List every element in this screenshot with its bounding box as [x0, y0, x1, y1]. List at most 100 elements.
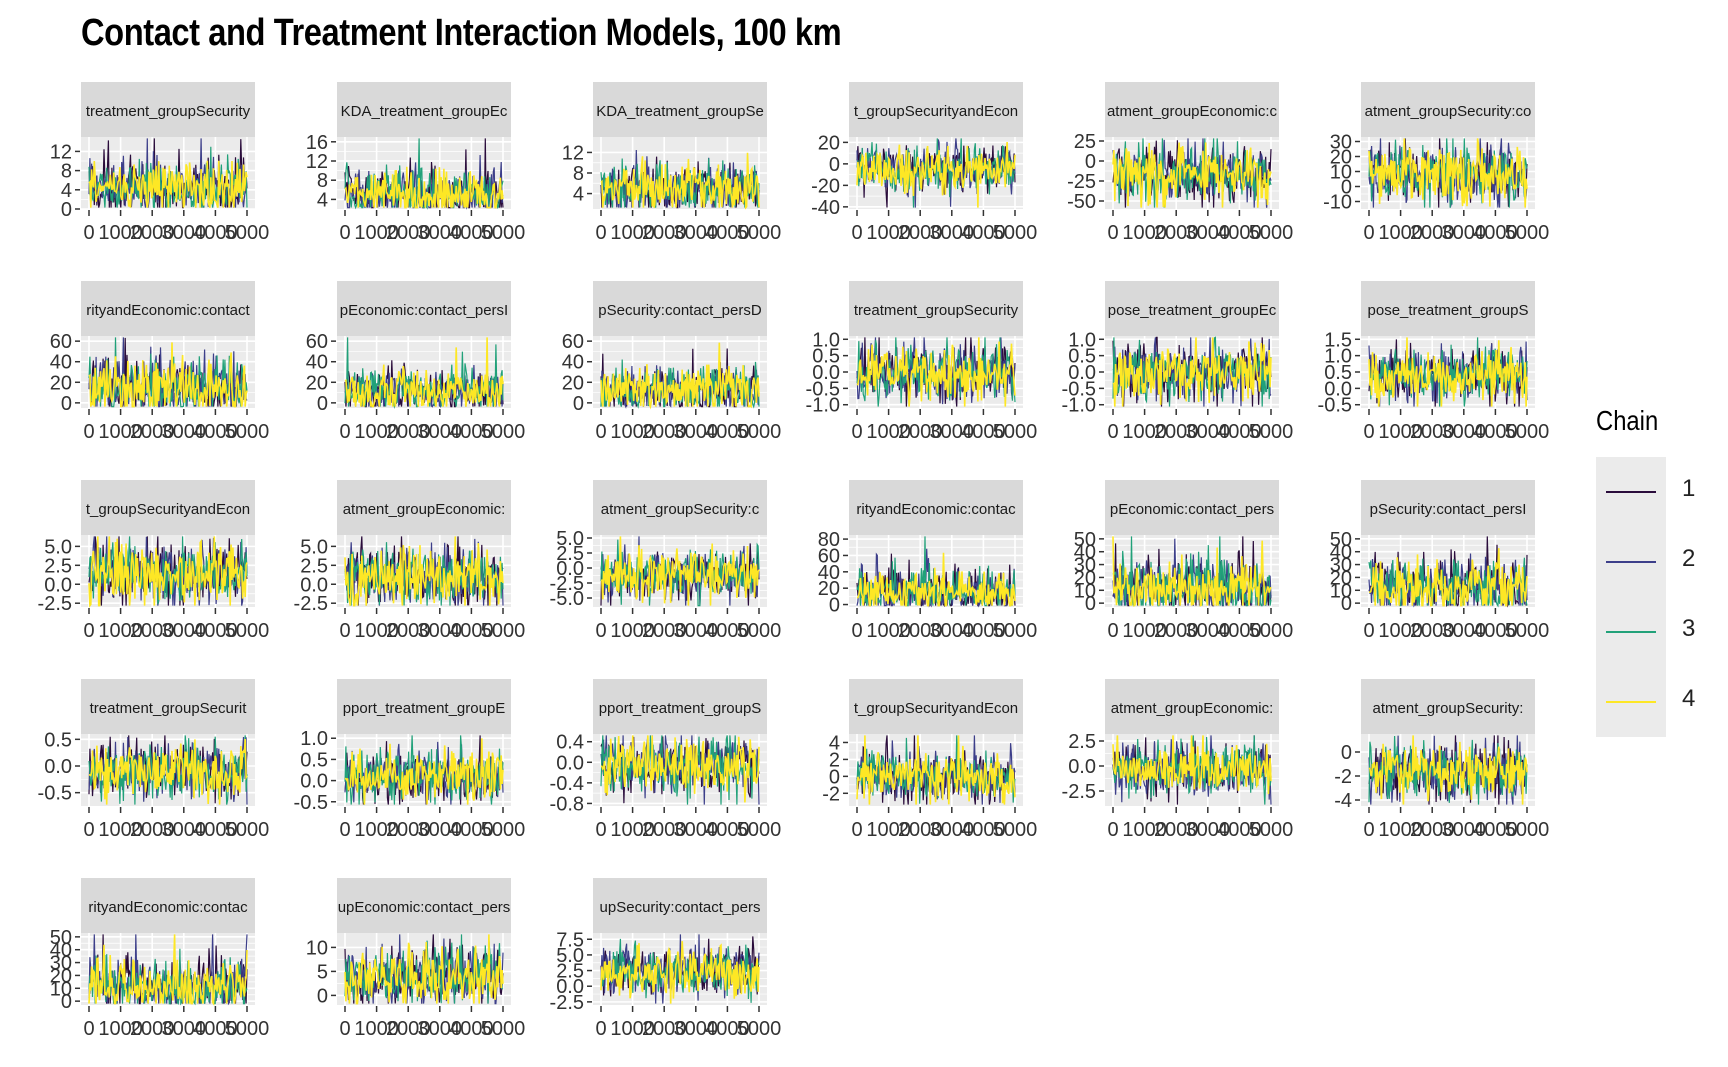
x-tick-label: 3000 [1186, 819, 1231, 841]
x-tick-label: 1000 [866, 421, 911, 443]
legend-key-box [1596, 457, 1666, 737]
x-tick-label: 3000 [674, 620, 719, 642]
legend-label-2: 2 [1682, 545, 1696, 572]
x-tick-label: 4000 [1473, 222, 1518, 244]
x-tick-label: 2000 [1154, 819, 1199, 841]
facet-strip [337, 82, 511, 137]
y-tick-label: 10 [1330, 580, 1352, 602]
facet-strip [81, 679, 255, 734]
x-tick-label: 0 [1363, 421, 1374, 443]
y-tick-label: 5.0 [556, 528, 584, 550]
x-tick-label: 0 [851, 421, 862, 443]
x-tick-label: 1000 [1122, 819, 1167, 841]
facet-strip-label: upEconomic:contact_pers [338, 899, 511, 916]
y-tick-label: 2.5 [556, 543, 584, 565]
x-tick-label: 5000 [1505, 222, 1550, 244]
y-tick-label: 0.0 [1324, 378, 1352, 400]
x-tick-label: 4000 [193, 421, 238, 443]
x-tick-label: 1000 [98, 620, 143, 642]
y-tick-label: 2.5 [556, 961, 584, 983]
trace-chain-4 [344, 166, 504, 209]
facet-strip-label: KDA_treatment_groupSe [596, 103, 764, 120]
x-tick-label: 2000 [898, 222, 943, 244]
x-tick-label: 0 [851, 222, 862, 244]
facet-strip-label: pSecurity:contact_persI [1370, 501, 1527, 518]
y-tick-label: 30 [1074, 555, 1096, 577]
x-tick-label: 4000 [193, 819, 238, 841]
y-tick-label: -4 [1334, 790, 1352, 812]
facet-strip [1361, 480, 1535, 535]
y-tick-label: 8 [61, 161, 72, 183]
x-tick-label: 3000 [418, 222, 463, 244]
y-tick-label: 40 [306, 352, 328, 374]
trace-chain-3 [1112, 536, 1272, 607]
y-tick-label: 1.0 [300, 728, 328, 750]
y-tick-label: -2.5 [550, 573, 584, 595]
y-tick-label: 7.5 [556, 929, 584, 951]
facet-strip [593, 878, 767, 933]
trace-chain-4 [1112, 536, 1272, 608]
y-tick-label: 0.5 [44, 729, 72, 751]
facet-strip [337, 281, 511, 336]
facet-strip-label: pport_treatment_groupS [599, 700, 762, 717]
y-tick-label: 0.0 [556, 976, 584, 998]
x-tick-label: 4000 [1217, 421, 1262, 443]
x-tick-label: 3000 [418, 1018, 463, 1040]
x-tick-label: 4000 [449, 421, 494, 443]
x-tick-label: 5000 [737, 222, 782, 244]
x-tick-label: 4000 [193, 620, 238, 642]
legend-swatch-4 [1606, 701, 1656, 703]
x-tick-label: 1000 [1378, 819, 1423, 841]
y-tick-label: 8 [317, 170, 328, 192]
x-tick-label: 4000 [449, 819, 494, 841]
y-tick-label: 0 [1341, 593, 1352, 615]
x-tick-label: 2000 [898, 421, 943, 443]
y-tick-label: 60 [562, 331, 584, 353]
x-tick-label: 3000 [162, 819, 207, 841]
y-tick-label: 20 [562, 372, 584, 394]
x-tick-label: 1000 [1122, 620, 1167, 642]
x-tick-label: 1000 [354, 1018, 399, 1040]
trace-chain-4 [856, 735, 1016, 805]
legend-label-3: 3 [1682, 615, 1696, 642]
x-tick-label: 2000 [130, 222, 175, 244]
facet-panel: t_groupSecurityandEcon -2.50.02.55.0 0 1000… [38, 480, 269, 642]
x-tick-label: 0 [83, 620, 94, 642]
y-tick-label: 40 [1074, 542, 1096, 564]
x-tick-label: 1000 [354, 421, 399, 443]
x-tick-label: 5000 [481, 222, 526, 244]
y-tick-label: 40 [562, 352, 584, 374]
trace-chain-4 [88, 160, 248, 208]
facet-strip [849, 281, 1023, 336]
x-tick-label: 2000 [642, 222, 687, 244]
x-tick-label: 5000 [993, 819, 1038, 841]
y-tick-label: 0 [829, 154, 840, 176]
x-tick-label: 3000 [418, 421, 463, 443]
x-tick-label: 3000 [1442, 819, 1487, 841]
x-tick-label: 3000 [674, 421, 719, 443]
x-tick-label: 5000 [1249, 620, 1294, 642]
x-tick-label: 4000 [193, 1018, 238, 1040]
x-tick-label: 5000 [993, 421, 1038, 443]
facet-strip [1105, 281, 1279, 336]
y-tick-label: 0.0 [44, 756, 72, 778]
facet-panel: pport_treatment_groupE -0.50.00.51.0 0 1000… [294, 679, 525, 841]
x-tick-label: 1000 [610, 620, 655, 642]
x-tick-label: 3000 [1186, 620, 1231, 642]
x-tick-label: 4000 [961, 620, 1006, 642]
y-tick-label: 12 [50, 141, 72, 163]
legend-title: Chain [1596, 405, 1659, 436]
y-tick-label: 4 [829, 732, 840, 754]
x-tick-label: 1000 [866, 222, 911, 244]
legend-swatch-2 [1606, 561, 1656, 563]
facet-strip [1105, 679, 1279, 734]
x-tick-label: 4000 [705, 1018, 750, 1040]
y-tick-label: -1.0 [806, 395, 840, 417]
y-tick-label: 1.0 [812, 329, 840, 351]
x-tick-label: 0 [1107, 421, 1118, 443]
x-tick-label: 3000 [1186, 222, 1231, 244]
x-tick-label: 0 [83, 1018, 94, 1040]
